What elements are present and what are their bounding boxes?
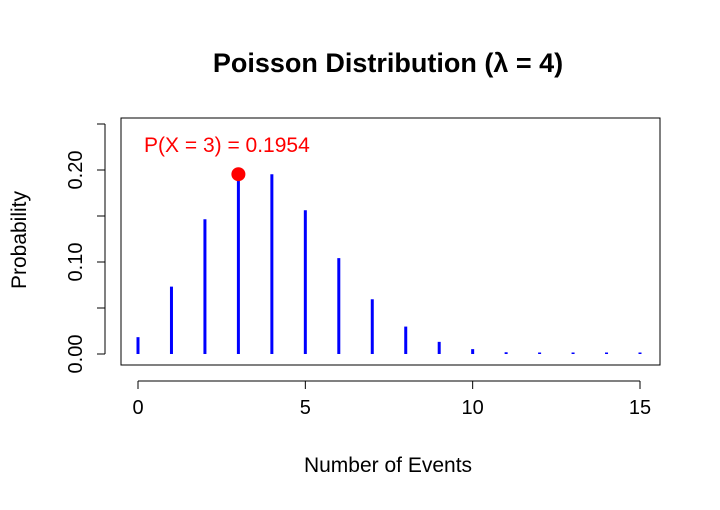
highlight-layer: P(X = 3) = 0.1954 bbox=[144, 134, 310, 182]
y-tick-label: 0.10 bbox=[65, 243, 87, 282]
highlight-point bbox=[231, 167, 246, 182]
y-axis: 0.00 0.10 0.20 bbox=[65, 123, 106, 374]
x-axis-label: Number of Events bbox=[304, 454, 472, 477]
y-axis-label: Probability bbox=[8, 190, 31, 289]
bar-series bbox=[136, 174, 642, 354]
x-tick-label: 5 bbox=[300, 397, 311, 419]
chart-title: Poisson Distribution (λ = 4) bbox=[213, 48, 563, 78]
y-tick-label: 0.20 bbox=[65, 151, 87, 190]
x-tick-label: 0 bbox=[132, 397, 143, 419]
y-tick-label: 0.00 bbox=[65, 335, 87, 374]
x-tick-label: 15 bbox=[629, 397, 651, 419]
x-tick-label: 10 bbox=[462, 397, 484, 419]
x-axis: 0 5 10 15 bbox=[132, 380, 651, 419]
plot-frame bbox=[120, 117, 661, 366]
highlight-annotation: P(X = 3) = 0.1954 bbox=[144, 134, 310, 157]
